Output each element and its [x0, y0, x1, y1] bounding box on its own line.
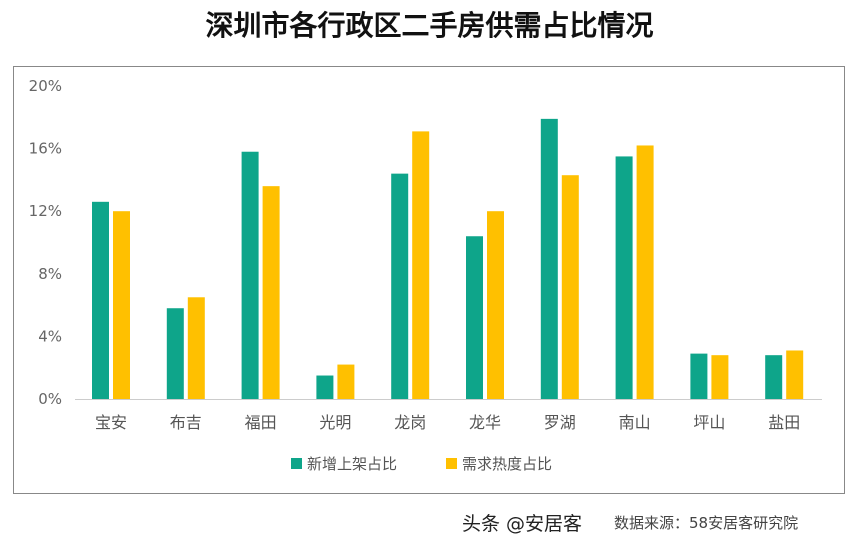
x-tick-label: 坪山 [693, 413, 725, 432]
legend-label: 新增上架占比 [307, 455, 397, 473]
bar-supply [540, 118, 558, 400]
bar-demand [487, 211, 504, 399]
x-tick-label: 光明 [319, 413, 351, 432]
bar-demand [113, 211, 130, 399]
chart-frame [13, 66, 845, 494]
bar-demand [561, 175, 579, 399]
y-tick-label: 8% [38, 265, 62, 283]
bar-supply [690, 353, 708, 399]
x-tick-label: 罗湖 [544, 413, 576, 432]
bar-supply [391, 173, 409, 399]
y-tick-label: 0% [38, 390, 62, 408]
x-tick-label: 宝安 [95, 413, 127, 432]
x-tick-label: 盐田 [768, 413, 800, 432]
bar-demand [337, 364, 355, 399]
bar-supply [615, 156, 633, 399]
y-tick-label: 12% [29, 202, 62, 220]
x-tick-label: 龙岗 [394, 413, 426, 432]
legend-swatch [291, 458, 302, 469]
bar-supply [466, 236, 483, 399]
bar-supply [92, 201, 109, 399]
bar-supply [241, 151, 259, 399]
bar-demand [262, 186, 280, 399]
legend-label: 需求热度占比 [462, 455, 552, 473]
bar-demand [187, 297, 205, 399]
bar-demand [412, 131, 430, 399]
watermark: 头条 @安居客 [462, 513, 583, 535]
y-tick-label: 20% [29, 77, 62, 95]
bar-supply [166, 308, 184, 399]
bar-supply [316, 375, 334, 399]
x-tick-label: 福田 [245, 413, 277, 432]
x-tick-label: 龙华 [469, 413, 501, 432]
bar-demand [636, 145, 654, 399]
bar-demand [711, 355, 729, 399]
legend-swatch [446, 458, 457, 469]
bar-supply [765, 355, 783, 399]
bar-demand [786, 350, 804, 399]
chart-title: 深圳市各行政区二手房供需占比情况 [205, 9, 654, 42]
x-tick-label: 布吉 [170, 413, 202, 432]
x-tick-label: 南山 [619, 413, 651, 432]
y-tick-label: 4% [38, 327, 62, 345]
data-source: 数据来源：58安居客研究院 [614, 514, 799, 532]
y-tick-label: 16% [29, 140, 62, 158]
